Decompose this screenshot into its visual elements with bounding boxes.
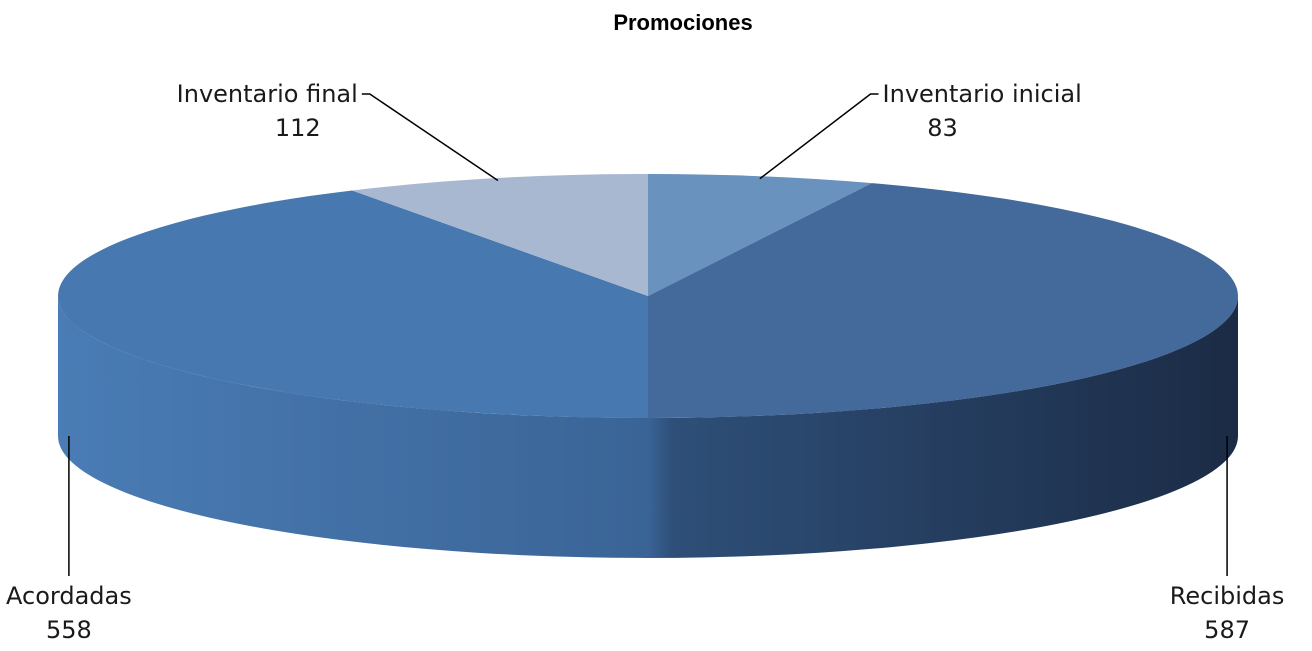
slice-label-inventario-final: Inventario final xyxy=(177,80,358,108)
leader-line-inventario-final xyxy=(361,93,499,182)
pie-slices xyxy=(58,174,1238,418)
slice-labels: Inventario inicial 83 Recibidas 587 Acordada… xyxy=(6,80,1284,644)
slice-value-inventario-final: 112 xyxy=(275,114,321,142)
pie-slice-recibidas xyxy=(648,183,1238,418)
slice-label-acordadas: Acordadas xyxy=(6,582,132,610)
slice-label-recibidas: Recibidas xyxy=(1170,582,1285,610)
slice-value-acordadas: 558 xyxy=(46,616,92,644)
pie-side-wall xyxy=(58,296,1238,558)
chart-title: Promociones xyxy=(613,10,752,35)
pie-slice-inventario-inicial xyxy=(648,174,872,296)
slice-value-recibidas: 587 xyxy=(1204,616,1250,644)
pie-slice-acordadas xyxy=(58,190,648,418)
slice-label-inventario-inicial: Inventario inicial xyxy=(883,80,1082,108)
pie-side-surface xyxy=(58,296,1238,558)
slice-value-inventario-inicial: 83 xyxy=(927,114,958,142)
pie-slice-inventario-final xyxy=(352,174,648,296)
leader-line-inventario-inicial xyxy=(759,93,879,180)
